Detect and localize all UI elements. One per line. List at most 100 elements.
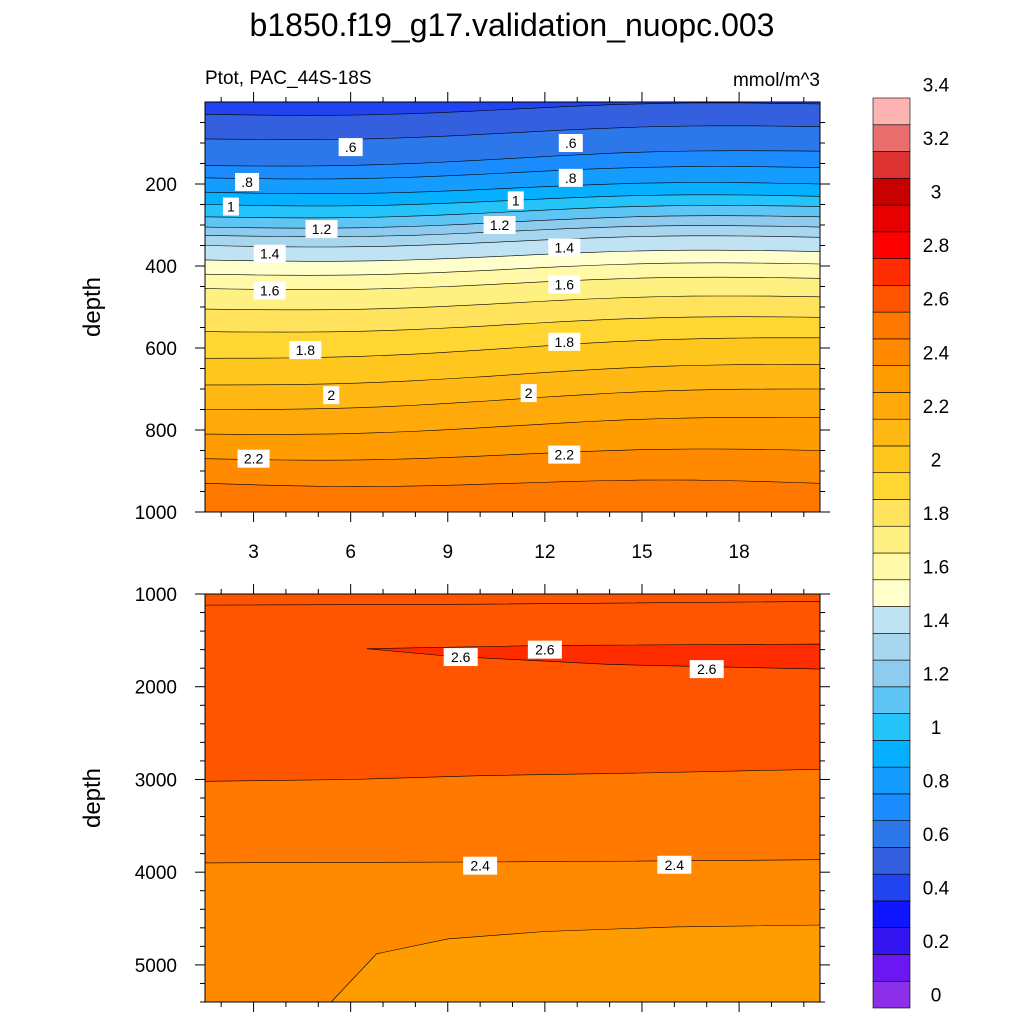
upper-contour-label-box: [237, 449, 270, 468]
lower-contour-panel: 2.6 2.6 2.6 2.4 2.4 1000 2000 3000 4000 5000 depth: [79, 584, 830, 1012]
upper-contour-label-box: [338, 138, 363, 157]
colorbar-tick-label: 2.8: [923, 236, 949, 257]
lower-contour-label-box: [689, 660, 724, 679]
upper-contour-line: [204, 125, 821, 140]
colorbar-swatch: [872, 499, 911, 527]
upper-contour-label: 1: [227, 199, 235, 215]
upper-contour-label-box: [253, 244, 286, 263]
upper-contour-label-box: [548, 275, 581, 294]
colorbar-swatch: [872, 980, 911, 1009]
upper-contour-label: 2.2: [555, 447, 575, 463]
lower-fill-band: [205, 594, 820, 606]
upper-contour-label-box: [235, 172, 260, 191]
upper-y-tick-label: 400: [145, 257, 177, 278]
upper-contour-label-box: [548, 332, 581, 351]
lower-y-tick-label: 5000: [135, 956, 177, 977]
colorbar-swatch: [872, 900, 911, 929]
colorbar-swatch: [872, 151, 911, 179]
colorbar-tick-label: 1.2: [923, 664, 949, 685]
colorbar-tick-label: 0: [931, 986, 942, 1007]
lower-contour-line: [204, 769, 821, 782]
upper-contour-label: 1.8: [555, 334, 575, 350]
upper-contour-line: [204, 249, 821, 262]
upper-contour-label: 2: [327, 387, 335, 403]
colorbar-tick-label: 0.4: [923, 879, 950, 900]
upper-contour-label-box: [520, 384, 537, 403]
upper-x-tick-label: 9: [442, 542, 453, 563]
upper-contour-label: 2.2: [244, 451, 264, 467]
colorbar-swatch: [872, 285, 911, 313]
colorbar-swatch: [872, 418, 911, 447]
colorbar-swatch: [872, 927, 911, 955]
lower-y-tick-label: 1000: [135, 585, 177, 606]
upper-contour-label-box: [253, 281, 286, 300]
lower-contour-label: 2.4: [665, 857, 685, 873]
lower-y-tick-label: 3000: [135, 770, 177, 791]
colorbar-swatch: [872, 97, 911, 126]
lower-y-axis-title: depth: [79, 768, 106, 828]
upper-contour-label: .6: [565, 135, 577, 151]
upper-contour-label-box: [548, 445, 581, 464]
colorbar-swatch: [872, 311, 911, 340]
colorbar-swatch: [872, 338, 911, 366]
lower-contour-label: 2.6: [535, 642, 555, 658]
upper-contour-label-box: [507, 191, 524, 210]
upper-contour-label: 1.2: [490, 217, 510, 233]
lower-contour-label-box: [527, 640, 562, 659]
colorbar-swatch: [872, 445, 911, 474]
units-label: mmol/m^3: [733, 70, 820, 91]
upper-contour-line: [204, 448, 821, 461]
upper-contour-line: [205, 388, 820, 410]
colorbar-swatch: [872, 231, 911, 259]
upper-contour-line: [204, 295, 821, 311]
upper-contour-line: [204, 417, 821, 435]
upper-contour-line: [204, 479, 821, 487]
colorbar-tick-label: 0.6: [923, 825, 949, 846]
colorbar-tick-label: 3.2: [923, 129, 949, 150]
upper-contour-line: [204, 102, 821, 116]
upper-y-tick-label: 1000: [135, 503, 177, 524]
upper-fill-band: [205, 480, 820, 512]
colorbar-swatch: [872, 204, 911, 233]
lower-fill-band: [331, 925, 820, 1002]
colorbar-swatch: [872, 820, 911, 848]
lower-contour-label: 2.4: [470, 858, 490, 874]
colorbar-swatch: [872, 392, 911, 420]
upper-contour-label: 2: [525, 385, 533, 401]
colorbar-tick-label: 2: [931, 450, 942, 471]
colorbar-tick-label: 1.4: [923, 611, 950, 632]
lower-contour-line: [330, 924, 821, 1003]
upper-x-tick-label: 18: [729, 542, 750, 563]
colorbar-swatch: [872, 954, 911, 982]
lower-contour-label-box: [463, 856, 498, 875]
upper-x-tick-label: 6: [345, 542, 356, 563]
colorbar-tick-label: 3.4: [923, 76, 950, 97]
upper-contour-line: [204, 235, 821, 248]
colorbar: 0 0.2 0.4 0.6 0.8 1 1.2 1.4 1.6 1.8 2 2.2 2.4 2.6 2.8 3…: [872, 76, 950, 1009]
upper-x-tick-label: 12: [534, 542, 555, 563]
upper-x-tick-label: 15: [631, 542, 652, 563]
colorbar-tick-label: 2.4: [923, 343, 950, 364]
colorbar-swatch: [872, 579, 911, 607]
colorbar-swatch: [872, 847, 911, 875]
upper-x-tick-label: 3: [248, 542, 259, 563]
upper-contour-label-box: [558, 168, 583, 187]
lower-y-tick-label: 4000: [135, 863, 177, 884]
colorbar-swatch: [872, 552, 911, 581]
colorbar-swatch: [872, 258, 911, 286]
colorbar-tick-label: 1.6: [923, 557, 949, 578]
upper-contour-label: .8: [241, 174, 253, 190]
upper-contour-line: [204, 276, 821, 291]
upper-contour-label: 1.4: [555, 240, 575, 256]
colorbar-swatch: [872, 766, 911, 795]
upper-contour-line: [204, 262, 821, 276]
upper-contour-line: [204, 166, 821, 180]
upper-contour-label-box: [558, 134, 583, 152]
colorbar-swatch: [872, 686, 911, 714]
upper-contour-label: 1.2: [312, 221, 332, 237]
upper-y-tick-label: 800: [145, 421, 177, 442]
upper-contour-label: 1.6: [555, 276, 575, 292]
upper-contour-label: .6: [345, 139, 357, 155]
lower-contour-label-box: [443, 648, 478, 667]
upper-contour-label: 1.4: [260, 246, 280, 262]
